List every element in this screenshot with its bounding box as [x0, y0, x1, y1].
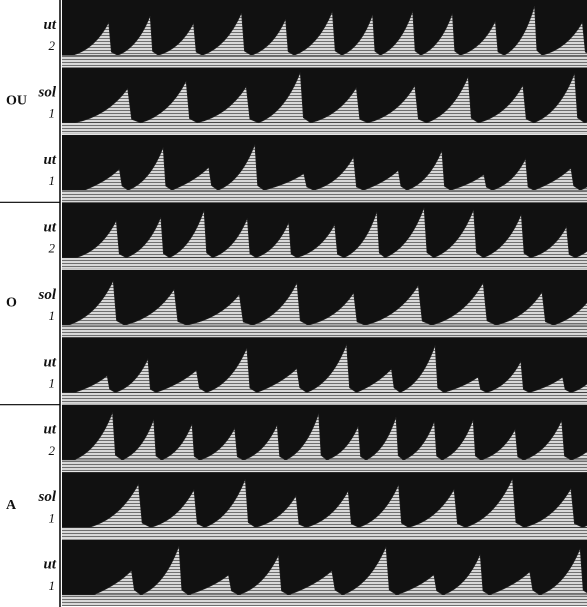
note-label: sol: [37, 85, 56, 101]
note-label: sol: [37, 287, 56, 303]
trace-baseline: [62, 122, 587, 134]
octave-label: 1: [49, 375, 56, 390]
octave-label: 2: [49, 241, 56, 256]
vowel-label: O: [6, 296, 17, 311]
octave-label: 1: [49, 308, 56, 323]
trace-wave: [62, 546, 587, 596]
note-label: ut: [43, 152, 56, 168]
trace-wave: [62, 144, 587, 191]
vowel-label: A: [6, 498, 17, 513]
trace-wave: [62, 279, 587, 326]
trace-baseline: [62, 190, 587, 202]
octave-label: 2: [49, 443, 56, 458]
note-label: sol: [37, 489, 56, 505]
labels: OU ut 2 sol 1 ut 1 Out 2 sol 1 ut 1 Aut 2 sol 1 ut 1: [0, 17, 60, 593]
note-label: ut: [43, 557, 56, 573]
trace-baseline: [62, 594, 587, 606]
vowel-label: OU: [6, 93, 27, 108]
octave-label: 1: [49, 578, 56, 593]
trace-baseline: [62, 325, 587, 337]
octave-label: 2: [49, 38, 56, 53]
trace-baseline: [62, 459, 587, 472]
trace-baseline: [62, 527, 587, 539]
trace-wave: [62, 412, 587, 461]
note-label: ut: [43, 17, 56, 33]
note-label: ut: [43, 219, 56, 235]
note-label: ut: [43, 354, 56, 370]
trace-baseline: [62, 392, 587, 404]
trace-wave: [62, 5, 587, 56]
trace-wave: [62, 344, 587, 393]
traces: [62, 0, 587, 606]
octave-label: 1: [49, 106, 56, 121]
octave-label: 1: [49, 173, 56, 188]
trace-baseline: [62, 257, 587, 269]
trace-wave: [62, 207, 587, 258]
trace-wave: [62, 72, 587, 124]
trace-baseline: [62, 55, 587, 67]
trace-wave: [62, 478, 587, 528]
note-label: ut: [43, 422, 56, 438]
octave-label: 1: [49, 510, 56, 525]
